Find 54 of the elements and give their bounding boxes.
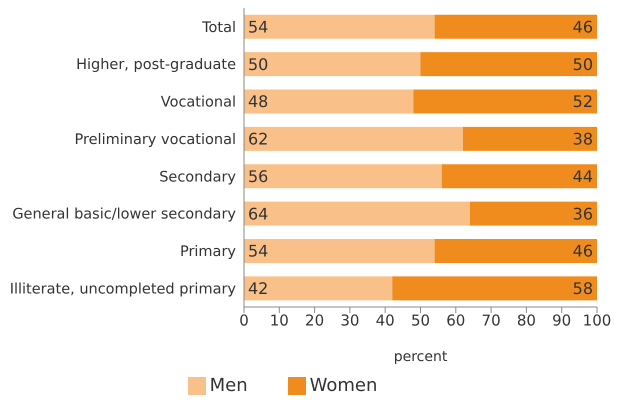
bar (244, 89, 414, 114)
y-tick-label: General basic/lower secondary (12, 206, 236, 223)
x-tick-label: 80 (516, 312, 536, 330)
data-label: 36 (572, 204, 593, 224)
data-label: 50 (572, 54, 593, 74)
x-tick-label: 40 (376, 312, 395, 330)
bar (244, 126, 463, 151)
bar (244, 202, 470, 226)
bar (413, 89, 597, 114)
data-label: 54 (248, 17, 268, 36)
bar (244, 164, 442, 188)
x-tick-label: 90 (552, 312, 572, 330)
y-tick-label: Vocational (160, 94, 236, 111)
legend-label: Men (210, 375, 248, 396)
x-tick-label: 10 (270, 312, 289, 330)
bar (392, 276, 597, 300)
bar (244, 14, 435, 39)
y-tick-label: Preliminary vocational (74, 132, 236, 148)
bar (470, 202, 597, 226)
data-label: 46 (572, 17, 593, 36)
x-axis-title: percent (394, 349, 448, 365)
data-label: 44 (572, 166, 593, 186)
bar (420, 52, 597, 76)
bar (434, 238, 597, 263)
legend-label: Women (310, 375, 378, 396)
y-tick-label: Secondary (159, 169, 236, 186)
x-tick-label: 60 (446, 312, 466, 330)
data-label: 54 (248, 242, 268, 261)
data-label: 56 (248, 166, 268, 186)
data-label: 52 (572, 92, 593, 112)
x-tick-label: 30 (340, 312, 360, 330)
bar (434, 14, 597, 39)
bar (244, 276, 392, 300)
data-label: 62 (248, 130, 268, 149)
data-label: 50 (248, 54, 268, 74)
y-tick-label: Total (201, 20, 236, 36)
y-tick-label: Illiterate, uncompleted primary (10, 281, 236, 298)
bar (244, 52, 420, 76)
data-label: 58 (572, 279, 593, 298)
x-tick-label: 70 (482, 312, 501, 330)
bar (442, 164, 597, 188)
data-label: 38 (572, 130, 593, 149)
data-label: 48 (248, 92, 268, 112)
x-tick-label: 100 (582, 312, 612, 330)
bar (462, 126, 597, 151)
x-tick-label: 50 (410, 312, 430, 330)
y-tick-label: Primary (180, 244, 236, 260)
data-label: 46 (572, 242, 593, 261)
data-label: 64 (248, 204, 268, 224)
y-tick-label: Higher, post-graduate (76, 57, 236, 74)
x-tick-label: 20 (305, 312, 324, 330)
x-tick-label: 0 (239, 312, 249, 330)
data-label: 42 (248, 279, 268, 298)
bar (244, 238, 435, 263)
